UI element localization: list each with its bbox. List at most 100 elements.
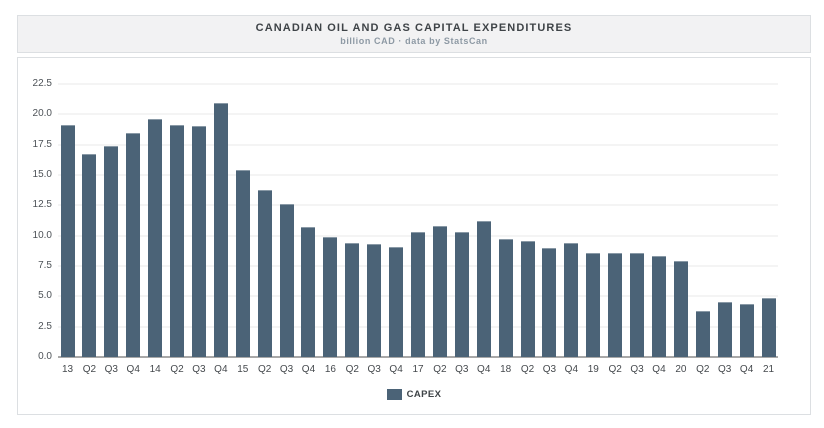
capex-bar[interactable] xyxy=(695,310,710,357)
capex-bar[interactable] xyxy=(148,119,163,357)
x-axis-label: Q2 xyxy=(608,364,622,375)
bar-column: Q2 xyxy=(345,84,360,375)
x-axis-label: Q2 xyxy=(520,364,535,375)
y-axis-label: 5.0 xyxy=(38,290,52,302)
gridline xyxy=(58,174,778,176)
bar-column: Q2 xyxy=(170,84,185,375)
x-axis-label: Q3 xyxy=(630,364,644,375)
gridline xyxy=(58,113,778,115)
capex-bar[interactable] xyxy=(673,261,688,357)
x-axis-label: 13 xyxy=(61,364,74,375)
capex-bar[interactable] xyxy=(60,125,75,357)
capex-bar[interactable] xyxy=(630,252,645,357)
legend-item-capex[interactable]: CAPEX xyxy=(18,389,810,400)
bar-column: Q3 xyxy=(454,84,469,375)
x-axis-label: Q4 xyxy=(564,364,579,375)
bar-column: Q2 xyxy=(608,84,623,375)
bar-column: Q4 xyxy=(389,84,404,375)
bar-column: Q4 xyxy=(301,84,316,375)
bar-column: Q4 xyxy=(739,84,754,375)
bar-column: Q2 xyxy=(695,84,710,375)
x-axis-label: 16 xyxy=(324,364,336,375)
x-axis-label: Q3 xyxy=(192,364,206,375)
capex-bar[interactable] xyxy=(170,125,185,357)
bars-container: 13 Q2 Q3 Q4 14 Q2 Q3 Q4 15 Q2 Q3 Q4 16 Q2 Q3 Q4 17 Q2 Q3 Q4… xyxy=(60,84,776,375)
y-axis-label: 10.0 xyxy=(32,229,52,241)
x-axis-label: Q2 xyxy=(257,364,272,375)
capex-bar[interactable] xyxy=(213,103,228,357)
bar-column: Q3 xyxy=(367,84,382,375)
capex-bar[interactable] xyxy=(367,244,382,357)
capex-bar[interactable] xyxy=(761,297,776,357)
capex-bar[interactable] xyxy=(608,252,623,357)
capex-bar[interactable] xyxy=(498,239,513,357)
x-axis-label: 21 xyxy=(762,364,775,375)
x-axis-label: Q2 xyxy=(82,364,97,375)
bar-column: Q4 xyxy=(564,84,579,375)
capex-bar[interactable] xyxy=(454,232,469,357)
x-axis-label: Q2 xyxy=(170,364,184,375)
x-axis-label: Q2 xyxy=(345,364,359,375)
capex-bar[interactable] xyxy=(411,232,425,357)
y-axis-label: 22.5 xyxy=(32,78,52,89)
x-axis-label: 17 xyxy=(412,364,424,375)
bar-column: Q2 xyxy=(432,84,447,375)
capex-bar[interactable] xyxy=(235,170,250,357)
bar-column: Q4 xyxy=(126,84,141,375)
capex-bar[interactable] xyxy=(279,204,294,357)
bar-column: 17 xyxy=(411,84,426,375)
capex-bar[interactable] xyxy=(717,302,732,357)
bar-column: Q3 xyxy=(191,84,206,375)
capex-bar[interactable] xyxy=(739,303,754,357)
x-axis-label: Q4 xyxy=(652,364,666,375)
x-axis-label: Q4 xyxy=(301,364,316,375)
capex-bar[interactable] xyxy=(564,242,579,357)
bar-column: 21 xyxy=(761,84,776,375)
bar-column: 19 xyxy=(586,84,601,375)
capex-bar[interactable] xyxy=(191,126,206,357)
bar-column: 13 xyxy=(60,84,75,375)
capex-bar[interactable] xyxy=(389,246,404,357)
y-axis-label: 12.5 xyxy=(32,199,52,211)
capex-bar[interactable] xyxy=(323,236,338,357)
bar-column: Q4 xyxy=(476,84,491,375)
y-axis-label: 2.5 xyxy=(38,320,52,332)
bar-column: Q3 xyxy=(104,84,119,375)
capex-bar[interactable] xyxy=(345,242,360,357)
plot-area: 0.0 2.5 5.0 7.5 10.0 12.5 15.0 17.5 20.0 22.5 13 Q2… xyxy=(33,79,778,375)
capex-bar[interactable] xyxy=(651,256,666,357)
x-axis-label: 19 xyxy=(587,364,599,375)
bar-column: 16 xyxy=(323,84,338,375)
x-axis-label: Q4 xyxy=(214,364,228,375)
chart-header: CANADIAN OIL AND GAS CAPITAL EXPENDITURE… xyxy=(17,15,811,53)
x-axis-label: Q4 xyxy=(739,364,754,375)
capex-bar[interactable] xyxy=(82,154,97,357)
chart-panel: 0.0 2.5 5.0 7.5 10.0 12.5 15.0 17.5 20.0 22.5 13 Q2… xyxy=(17,57,811,415)
x-axis-label: Q4 xyxy=(477,364,491,375)
bar-column: 15 xyxy=(235,84,250,375)
bar-column: Q2 xyxy=(520,84,535,375)
x-axis-label: 18 xyxy=(500,364,512,375)
y-axis-label: 15.0 xyxy=(32,169,52,180)
bar-column: 20 xyxy=(673,84,688,375)
x-axis-label: Q4 xyxy=(126,364,140,375)
x-axis-label: Q3 xyxy=(718,364,732,375)
y-axis-label: 17.5 xyxy=(32,138,52,150)
chart-title: CANADIAN OIL AND GAS CAPITAL EXPENDITURE… xyxy=(255,22,573,34)
capex-bar[interactable] xyxy=(301,227,316,357)
capex-bar[interactable] xyxy=(586,252,601,357)
bar-column: Q3 xyxy=(542,84,557,375)
capex-bar[interactable] xyxy=(126,132,141,357)
y-axis-label: 20.0 xyxy=(32,108,52,120)
y-axis-label: 0.0 xyxy=(38,351,52,362)
bar-column: 14 xyxy=(148,84,163,375)
capex-bar[interactable] xyxy=(476,221,491,357)
capex-bar[interactable] xyxy=(520,240,535,357)
capex-bar[interactable] xyxy=(432,225,447,357)
capex-bar[interactable] xyxy=(542,247,557,357)
capex-bar[interactable] xyxy=(104,145,119,357)
x-axis-label: Q2 xyxy=(433,364,447,375)
chart-subtitle: billion CAD · data by StatsCan xyxy=(340,36,488,46)
capex-bar[interactable] xyxy=(257,189,272,357)
y-axis-label: 7.5 xyxy=(38,260,52,271)
